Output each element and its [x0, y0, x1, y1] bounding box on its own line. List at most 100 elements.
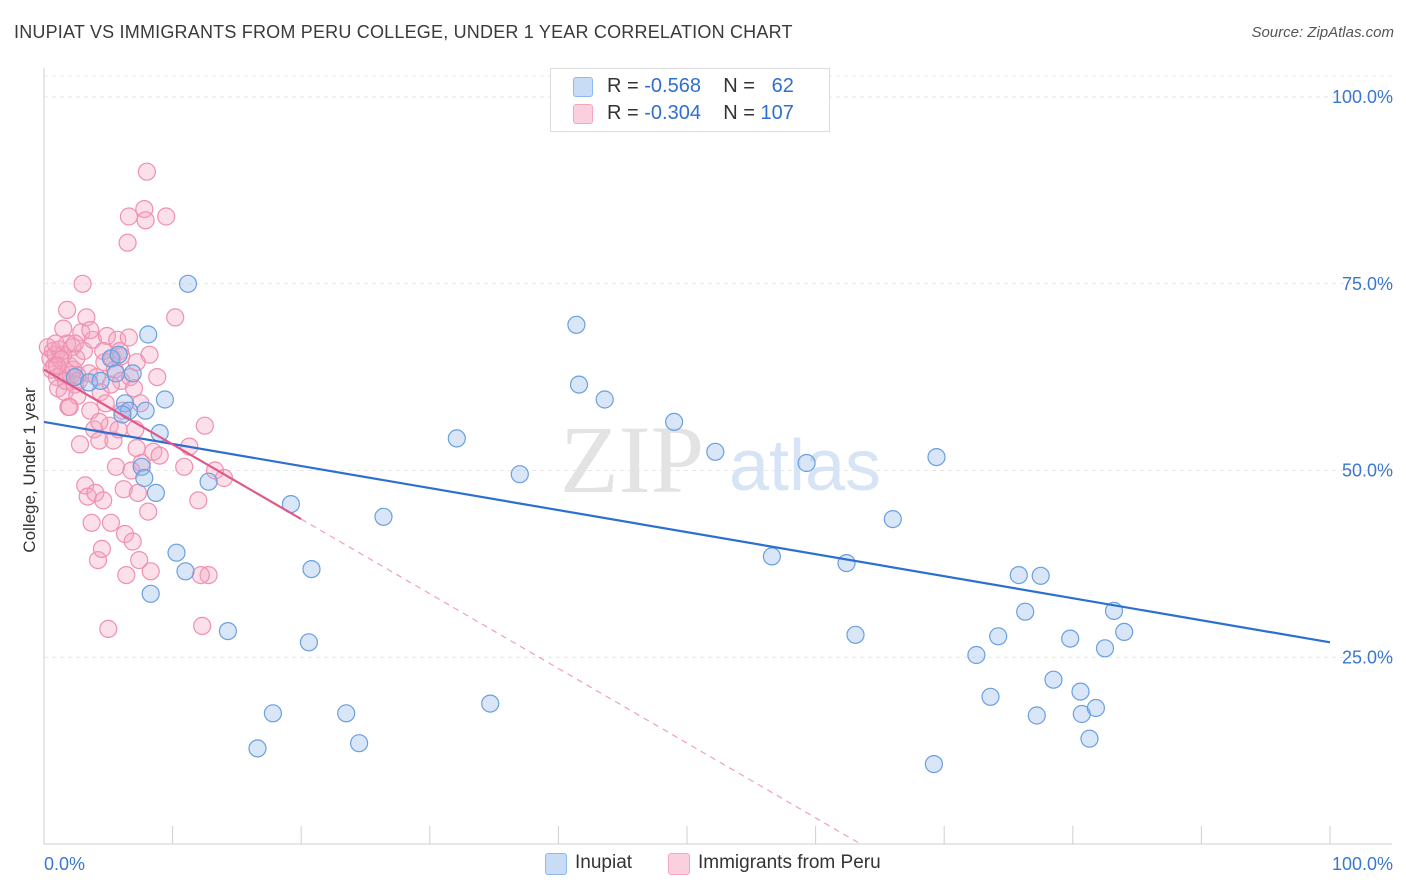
bottom-legend-label-inupiat: Inupiat	[575, 852, 633, 873]
watermark-atlas: atlas	[729, 426, 881, 506]
point-peru-36	[86, 483, 105, 502]
point-inupiat-53	[1086, 698, 1106, 718]
point-inupiat-54	[1095, 639, 1115, 658]
point-peru-66	[124, 379, 144, 398]
point-inupiat-12	[155, 390, 174, 409]
bottom-legend-swatch-peru	[668, 853, 690, 875]
point-peru-76	[139, 502, 158, 521]
point-peru-75	[137, 162, 156, 181]
point-peru-74	[136, 211, 155, 230]
point-inupiat-13	[167, 543, 186, 562]
x-tick-label-min: 0.0%	[44, 854, 85, 874]
point-peru-45	[97, 326, 117, 346]
legend-n-label: N =	[723, 75, 761, 97]
point-inupiat-17	[218, 621, 237, 641]
legend-n-label: N =	[723, 102, 761, 124]
point-inupiat-41	[967, 645, 986, 665]
point-inupiat-5	[123, 364, 142, 383]
point-inupiat-15	[178, 274, 198, 293]
point-inupiat-18	[248, 739, 267, 758]
point-peru-46	[99, 619, 118, 639]
point-peru-61	[118, 233, 137, 252]
point-peru-42	[94, 491, 113, 510]
legend-r-label: R =	[607, 102, 645, 124]
point-peru-85	[189, 491, 208, 510]
bottom-legend-swatch-inupiat	[545, 853, 567, 875]
watermark-zip: ZIP	[560, 406, 704, 513]
y-tick-label-100: 100.0%	[1332, 87, 1393, 107]
point-peru-99	[127, 353, 146, 372]
point-peru-84	[175, 457, 194, 476]
y-tick-label-50: 50.0%	[1342, 461, 1393, 481]
point-peru-83	[166, 308, 185, 327]
point-inupiat-58	[79, 373, 99, 392]
watermark: ZIP atlas	[560, 406, 881, 513]
point-peru-28	[76, 476, 95, 495]
point-peru-33	[82, 513, 101, 532]
y-tick-labels: 25.0% 50.0% 75.0% 100.0%	[1332, 87, 1393, 667]
point-peru-59	[115, 524, 135, 544]
x-tick-label-max: 100.0%	[1332, 854, 1393, 874]
point-peru-103	[54, 319, 73, 338]
grid-lines	[44, 75, 1392, 658]
point-inupiat-29	[567, 315, 586, 334]
point-inupiat-2	[109, 345, 128, 364]
point-peru-70	[130, 550, 149, 570]
legend-r-value: -0.568	[644, 75, 701, 97]
point-peru-50	[104, 431, 123, 450]
point-inupiat-57	[65, 368, 85, 387]
trend-line-inupiat	[43, 420, 1331, 644]
y-axis-label: College, Under 1 year	[20, 387, 39, 553]
legend-swatch-inupiat	[573, 77, 593, 97]
point-peru-87	[195, 416, 214, 435]
point-peru-94	[81, 321, 100, 340]
point-inupiat-47	[1031, 566, 1050, 585]
trend-lines	[43, 368, 1331, 845]
source-label: Source: ZipAtlas.com	[1251, 24, 1394, 41]
point-inupiat-34	[762, 547, 782, 566]
point-peru-86	[193, 616, 212, 636]
point-inupiat-33	[706, 442, 725, 461]
point-peru-92	[60, 397, 79, 417]
point-inupiat-9	[139, 325, 158, 344]
legend-box: R = -0.568 N = 62 R = -0.304 N = 107	[550, 68, 830, 132]
point-inupiat-59	[91, 371, 110, 390]
point-inupiat-36	[837, 553, 856, 573]
point-peru-81	[150, 446, 169, 465]
point-inupiat-40	[927, 448, 946, 467]
point-inupiat-38	[883, 509, 902, 529]
point-peru-96	[101, 375, 121, 394]
point-inupiat-27	[481, 694, 500, 713]
point-inupiat-19	[263, 704, 282, 723]
point-inupiat-16	[199, 472, 218, 491]
axes	[43, 68, 1392, 845]
point-inupiat-48	[1044, 670, 1063, 689]
point-peru-38	[88, 550, 108, 570]
point-inupiat-32	[664, 412, 684, 431]
point-inupiat-56	[1115, 622, 1134, 642]
point-inupiat-44	[1009, 565, 1028, 585]
bottom-legend-label-peru: Immigrants from Peru	[698, 852, 881, 873]
point-peru-24	[70, 435, 90, 454]
legend-n-value: 62	[771, 75, 794, 97]
point-peru-62	[119, 207, 138, 226]
chart-title: INUPIAT VS IMMIGRANTS FROM PERU COLLEGE,…	[14, 22, 793, 42]
point-peru-80	[148, 368, 167, 387]
y-tick-label-75: 75.0%	[1342, 274, 1393, 294]
point-inupiat-39	[924, 754, 944, 774]
point-peru-93	[65, 334, 85, 353]
point-peru-95	[90, 412, 109, 431]
point-inupiat-10	[141, 584, 160, 603]
point-inupiat-7	[135, 468, 154, 488]
point-inupiat-14	[176, 562, 195, 581]
point-peru-78	[141, 562, 160, 581]
point-inupiat-35	[797, 453, 816, 473]
point-inupiat-11	[146, 483, 165, 502]
point-peru-52	[106, 457, 126, 476]
legend-swatch-peru	[573, 104, 593, 124]
point-inupiat-30	[569, 375, 589, 394]
point-inupiat-37	[846, 625, 865, 644]
point-inupiat-43	[989, 627, 1008, 646]
point-inupiat-46	[1027, 706, 1046, 725]
